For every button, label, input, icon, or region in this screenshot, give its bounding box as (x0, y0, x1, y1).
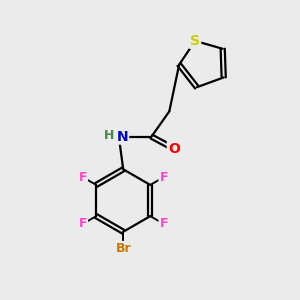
Text: F: F (159, 218, 168, 230)
Text: N: N (116, 130, 128, 144)
Text: F: F (79, 218, 87, 230)
Text: O: O (168, 142, 180, 155)
Text: Br: Br (116, 242, 131, 255)
Text: F: F (79, 171, 87, 184)
Text: H: H (104, 129, 115, 142)
Text: F: F (159, 171, 168, 184)
Text: S: S (190, 34, 200, 48)
